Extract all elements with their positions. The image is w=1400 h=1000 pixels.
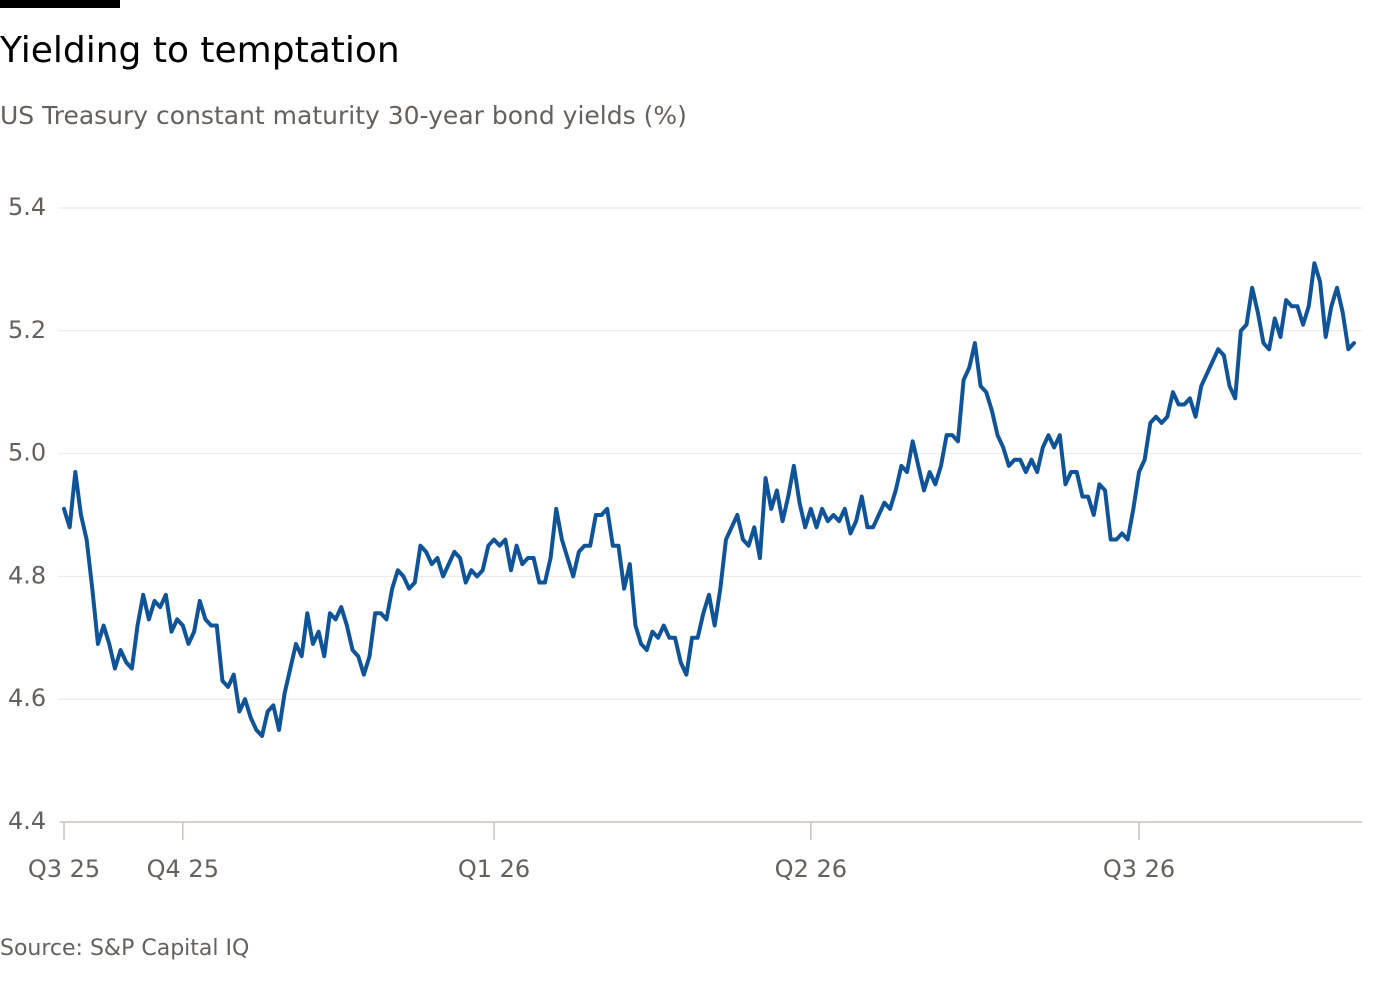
y-tick-label: 5.2 [8, 316, 46, 344]
y-tick-label: 5.4 [8, 193, 46, 221]
x-tick-label: Q3 25 [28, 855, 100, 883]
x-tick-label: Q2 26 [775, 855, 847, 883]
source: Source: S&P Capital IQ [0, 936, 249, 961]
y-tick-label: 4.4 [8, 807, 46, 835]
x-tick-label: Q1 26 [458, 855, 530, 883]
y-tick-label: 4.8 [8, 561, 46, 589]
y-tick-label: 4.6 [8, 684, 46, 712]
y-tick-label: 5.0 [8, 439, 46, 467]
chart-title: Yielding to temptation [0, 30, 400, 71]
brand-bar [0, 0, 120, 8]
chart-subtitle: US Treasury constant maturity 30-year bo… [0, 101, 687, 130]
data-line [62, 261, 1356, 739]
x-tick-label: Q4 25 [147, 855, 219, 883]
x-tick-label: Q3 26 [1103, 855, 1175, 883]
